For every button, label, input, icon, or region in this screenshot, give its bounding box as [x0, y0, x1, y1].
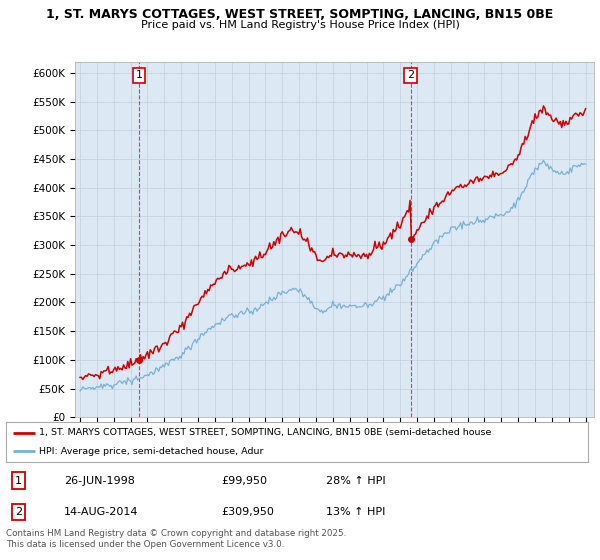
Text: Price paid vs. HM Land Registry's House Price Index (HPI): Price paid vs. HM Land Registry's House … — [140, 20, 460, 30]
Text: 1: 1 — [136, 71, 142, 81]
Text: £99,950: £99,950 — [221, 475, 268, 486]
Text: 26-JUN-1998: 26-JUN-1998 — [64, 475, 135, 486]
Text: 14-AUG-2014: 14-AUG-2014 — [64, 507, 139, 517]
Text: 1, ST. MARYS COTTAGES, WEST STREET, SOMPTING, LANCING, BN15 0BE: 1, ST. MARYS COTTAGES, WEST STREET, SOMP… — [46, 8, 554, 21]
Text: 13% ↑ HPI: 13% ↑ HPI — [326, 507, 385, 517]
Text: 28% ↑ HPI: 28% ↑ HPI — [326, 475, 386, 486]
Text: 1, ST. MARYS COTTAGES, WEST STREET, SOMPTING, LANCING, BN15 0BE (semi-detached h: 1, ST. MARYS COTTAGES, WEST STREET, SOMP… — [39, 428, 491, 437]
Text: 1: 1 — [16, 475, 22, 486]
Text: £309,950: £309,950 — [221, 507, 274, 517]
Text: 2: 2 — [15, 507, 22, 517]
Text: Contains HM Land Registry data © Crown copyright and database right 2025.
This d: Contains HM Land Registry data © Crown c… — [6, 529, 346, 549]
Text: HPI: Average price, semi-detached house, Adur: HPI: Average price, semi-detached house,… — [39, 447, 263, 456]
Text: 2: 2 — [407, 71, 414, 81]
